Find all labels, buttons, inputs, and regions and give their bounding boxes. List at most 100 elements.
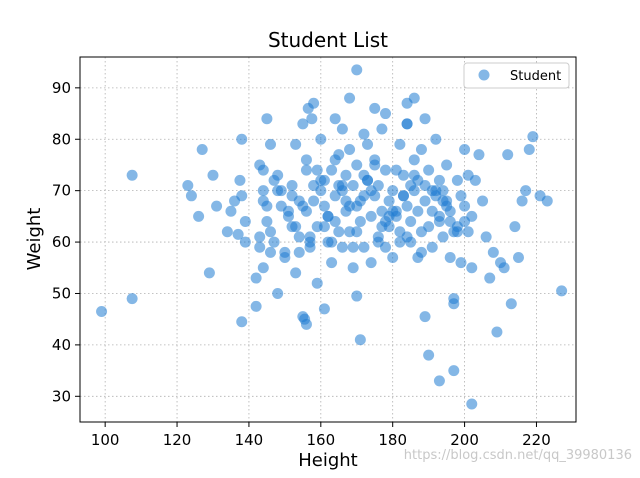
data-point xyxy=(362,174,374,186)
data-point xyxy=(329,216,341,228)
data-point xyxy=(272,185,284,197)
data-point xyxy=(193,210,205,222)
data-point xyxy=(473,149,485,161)
data-point xyxy=(541,195,553,207)
data-point xyxy=(477,195,489,207)
data-point xyxy=(390,205,402,217)
data-point xyxy=(498,262,510,274)
data-point xyxy=(484,272,496,284)
data-point xyxy=(408,169,420,181)
data-point xyxy=(469,174,481,186)
data-point xyxy=(430,133,442,145)
data-point xyxy=(286,180,298,192)
data-point xyxy=(254,231,266,243)
data-point xyxy=(290,267,302,279)
y-tick-label: 40 xyxy=(52,336,71,354)
data-point xyxy=(318,200,330,212)
data-point xyxy=(387,251,399,263)
data-point xyxy=(290,138,302,150)
data-point xyxy=(556,285,568,297)
data-point xyxy=(397,169,409,181)
data-point xyxy=(358,128,370,140)
data-point xyxy=(318,303,330,315)
data-point xyxy=(306,113,318,125)
data-point xyxy=(448,365,460,377)
data-point xyxy=(264,226,276,238)
data-point xyxy=(419,113,431,125)
data-point xyxy=(451,226,463,238)
data-point xyxy=(369,102,381,114)
data-point xyxy=(261,216,273,228)
data-point xyxy=(290,221,302,233)
data-point xyxy=(419,311,431,323)
y-axis-label: Weight xyxy=(24,208,45,271)
data-point xyxy=(423,221,435,233)
data-point xyxy=(203,267,215,279)
legend-marker xyxy=(478,69,490,81)
data-point xyxy=(437,195,449,207)
data-point xyxy=(239,236,251,248)
data-point xyxy=(351,159,363,171)
data-point xyxy=(236,133,248,145)
data-point xyxy=(315,185,327,197)
data-point xyxy=(286,190,298,202)
data-point xyxy=(340,169,352,181)
data-point xyxy=(250,300,262,312)
data-point xyxy=(401,231,413,243)
data-point xyxy=(196,144,208,156)
data-point xyxy=(304,236,316,248)
watermark-text: https://blog.csdn.net/qq_39980136 xyxy=(404,448,632,463)
data-point xyxy=(268,174,280,186)
data-point xyxy=(444,251,456,263)
data-point xyxy=(336,180,348,192)
x-tick-label: 200 xyxy=(450,431,479,449)
legend: Student xyxy=(463,62,570,89)
data-point xyxy=(236,190,248,202)
data-point xyxy=(354,216,366,228)
data-point xyxy=(397,190,409,202)
data-point xyxy=(505,298,517,310)
data-point xyxy=(362,138,374,150)
data-point xyxy=(444,216,456,228)
data-point xyxy=(466,210,478,222)
data-point xyxy=(426,185,438,197)
data-point xyxy=(448,298,460,310)
x-axis-label: Height xyxy=(298,450,358,471)
data-point xyxy=(279,246,291,258)
x-tick-label: 120 xyxy=(163,431,192,449)
data-point xyxy=(96,305,108,317)
data-point xyxy=(344,144,356,156)
y-tick-label: 60 xyxy=(52,233,71,251)
data-point xyxy=(297,200,309,212)
data-point xyxy=(441,159,453,171)
data-point xyxy=(326,257,338,269)
data-point xyxy=(380,108,392,120)
data-point xyxy=(126,293,138,305)
data-point xyxy=(419,195,431,207)
legend-box xyxy=(463,62,570,89)
data-point xyxy=(329,154,341,166)
data-point xyxy=(455,190,467,202)
x-tick-label: 220 xyxy=(522,431,551,449)
data-point xyxy=(225,205,237,217)
data-point xyxy=(433,375,445,387)
data-point xyxy=(408,154,420,166)
data-point xyxy=(480,231,492,243)
data-point xyxy=(329,113,341,125)
data-point xyxy=(394,138,406,150)
plot-frame xyxy=(79,56,577,423)
x-tick-label: 180 xyxy=(378,431,407,449)
data-point xyxy=(318,221,330,233)
data-point xyxy=(437,231,449,243)
data-point xyxy=(257,185,269,197)
data-point xyxy=(297,118,309,130)
data-point xyxy=(293,231,305,243)
data-point xyxy=(221,226,233,238)
data-point xyxy=(527,131,539,143)
data-point xyxy=(264,246,276,258)
data-point xyxy=(523,144,535,156)
data-point xyxy=(502,149,514,161)
data-point xyxy=(426,241,438,253)
x-tick-label: 160 xyxy=(306,431,335,449)
